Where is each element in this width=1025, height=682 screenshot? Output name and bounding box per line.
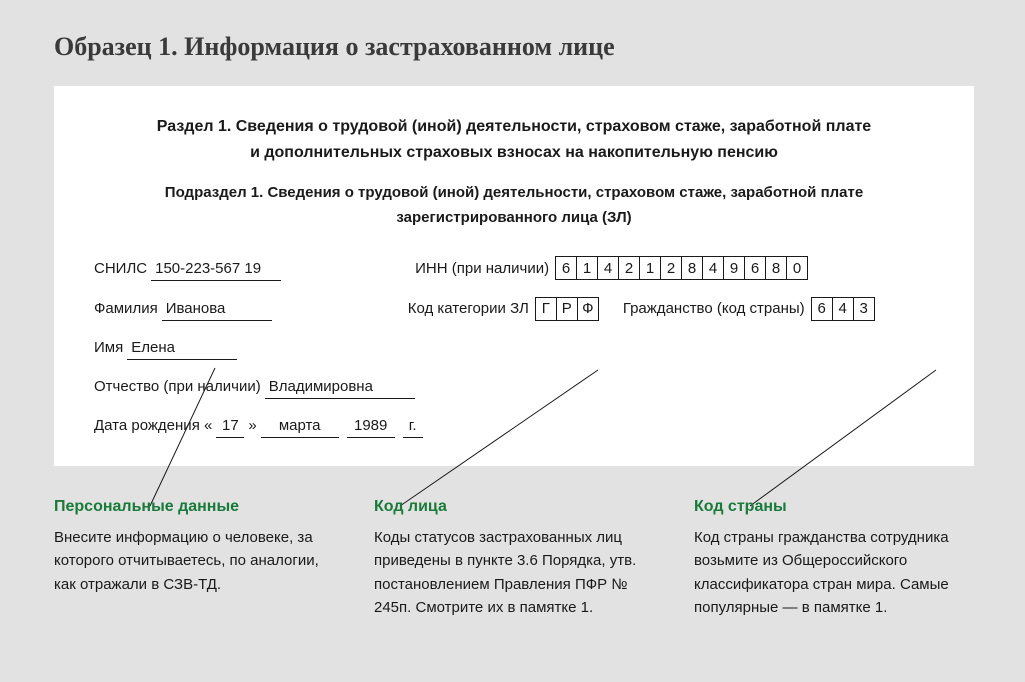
inn-cell: 6 <box>744 256 766 280</box>
label-dob-prefix: Дата рождения « <box>94 415 212 436</box>
value-surname: Иванова <box>162 298 272 321</box>
inn-cell: 2 <box>618 256 640 280</box>
value-patronymic: Владимировна <box>265 376 415 399</box>
category-cell: Г <box>535 297 557 321</box>
label-dob-year-suffix: г. <box>403 415 423 438</box>
subsection-heading-line1: Подраздел 1. Сведения о трудовой (иной) … <box>94 181 934 206</box>
annotation-country-title: Код страны <box>694 498 974 516</box>
boxes-citizenship: 6 4 3 <box>811 297 875 321</box>
inn-cell: 9 <box>723 256 745 280</box>
citizenship-cell: 3 <box>853 297 875 321</box>
value-dob-year: 1989 <box>347 415 395 438</box>
section-heading-line1: Раздел 1. Сведения о трудовой (иной) дея… <box>94 114 934 140</box>
label-dob-mid: » <box>248 415 256 436</box>
value-dob-day: 17 <box>216 415 244 438</box>
subsection-heading-line2: зарегистрированного лица (ЗЛ) <box>94 206 934 231</box>
citizenship-cell: 6 <box>811 297 833 321</box>
value-snils: 150-223-567 19 <box>151 258 281 281</box>
boxes-category: Г Р Ф <box>535 297 599 321</box>
category-cell: Ф <box>577 297 599 321</box>
subsection-heading: Подраздел 1. Сведения о трудовой (иной) … <box>94 181 934 231</box>
inn-cell: 8 <box>681 256 703 280</box>
section-heading-line2: и дополнительных страховых взносах на на… <box>94 140 934 166</box>
annotation-personal: Персональные данные Внесите информацию о… <box>54 498 334 619</box>
page-title: Образец 1. Информация о застрахованном л… <box>0 0 1025 62</box>
label-inn: ИНН (при наличии) <box>415 258 549 279</box>
value-dob-month: марта <box>261 415 339 438</box>
section-heading: Раздел 1. Сведения о трудовой (иной) дея… <box>94 114 934 167</box>
label-name: Имя <box>94 337 123 358</box>
category-cell: Р <box>556 297 578 321</box>
value-name: Елена <box>127 337 237 360</box>
row-dob: Дата рождения « 17 » марта 1989 г. <box>94 415 934 438</box>
inn-cell: 1 <box>639 256 661 280</box>
label-surname: Фамилия <box>94 298 158 319</box>
label-citizenship: Гражданство (код страны) <box>623 298 805 319</box>
form-card: Раздел 1. Сведения о трудовой (иной) дея… <box>54 86 974 466</box>
annotation-code-title: Код лица <box>374 498 654 516</box>
inn-cell: 1 <box>576 256 598 280</box>
row-name: Имя Елена <box>94 337 934 360</box>
annotation-code: Код лица Коды статусов застрахованных ли… <box>374 498 654 619</box>
row-surname-category-citizenship: Фамилия Иванова Код категории ЗЛ Г Р Ф Г… <box>94 297 934 322</box>
label-snils: СНИЛС <box>94 258 147 279</box>
annotation-code-body: Коды статусов застрахованных лиц приведе… <box>374 526 654 619</box>
citizenship-cell: 4 <box>832 297 854 321</box>
inn-cell: 2 <box>660 256 682 280</box>
inn-cell: 0 <box>786 256 808 280</box>
annotation-personal-body: Внесите информацию о человеке, за которо… <box>54 526 334 596</box>
inn-cell: 6 <box>555 256 577 280</box>
fields: СНИЛС 150-223-567 19 ИНН (при наличии) 6… <box>94 256 934 438</box>
label-patronymic: Отчество (при наличии) <box>94 376 261 397</box>
inn-cell: 8 <box>765 256 787 280</box>
inn-cell: 4 <box>702 256 724 280</box>
annotation-country-body: Код страны гражданства сотрудника возьми… <box>694 526 974 619</box>
row-patronymic: Отчество (при наличии) Владимировна <box>94 376 934 399</box>
inn-cell: 4 <box>597 256 619 280</box>
label-category: Код категории ЗЛ <box>408 298 529 319</box>
annotation-country: Код страны Код страны гражданства сотруд… <box>694 498 974 619</box>
annotations: Персональные данные Внесите информацию о… <box>54 498 974 619</box>
annotation-personal-title: Персональные данные <box>54 498 334 516</box>
boxes-inn: 6 1 4 2 1 2 8 4 9 6 8 0 <box>555 256 808 280</box>
row-snils-inn: СНИЛС 150-223-567 19 ИНН (при наличии) 6… <box>94 256 934 281</box>
